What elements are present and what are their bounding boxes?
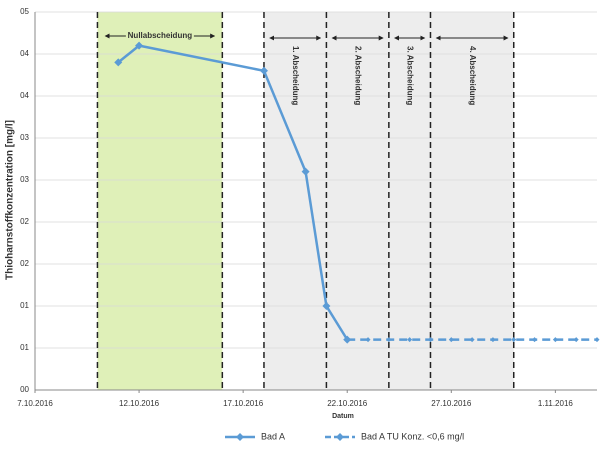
legend-marker bbox=[236, 433, 244, 441]
series-line bbox=[117, 44, 349, 341]
y-tick-label: 01 bbox=[20, 343, 29, 352]
y-tick-label: 01 bbox=[20, 301, 29, 310]
phase-label: Nullabscheidung bbox=[128, 31, 193, 40]
y-tick-label: 02 bbox=[20, 259, 29, 268]
data-point bbox=[365, 337, 371, 343]
x-tick-label: 7.10.2016 bbox=[17, 399, 53, 408]
phase-region bbox=[388, 12, 431, 390]
legend-label: Bad A bbox=[261, 431, 285, 441]
data-point bbox=[573, 337, 579, 343]
y-tick-label: 02 bbox=[20, 217, 29, 226]
data-point bbox=[135, 41, 144, 50]
phase-region bbox=[263, 12, 327, 390]
phase-region bbox=[97, 12, 223, 390]
data-point bbox=[490, 337, 496, 343]
data-point bbox=[344, 337, 350, 343]
data-point bbox=[427, 337, 433, 343]
data-point bbox=[386, 337, 392, 343]
data-point bbox=[259, 66, 268, 75]
data-point bbox=[532, 337, 538, 343]
x-tick-label: 22.10.2016 bbox=[327, 399, 368, 408]
y-tick-label: 04 bbox=[20, 91, 29, 100]
y-tick-label: 05 bbox=[20, 7, 29, 16]
y-tick-label: 00 bbox=[20, 385, 29, 394]
data-point bbox=[594, 337, 600, 343]
x-tick-label: 12.10.2016 bbox=[119, 399, 160, 408]
data-point bbox=[407, 337, 413, 343]
legend-label: Bad A TU Konz. <0,6 mg/l bbox=[361, 431, 464, 441]
phase-region bbox=[326, 12, 389, 390]
x-axis-label: Datum bbox=[332, 413, 354, 420]
y-tick-label: 03 bbox=[20, 175, 29, 184]
phase-region bbox=[430, 12, 514, 390]
data-point bbox=[448, 337, 454, 343]
phase-label: 4. Abscheidung bbox=[468, 46, 477, 105]
legend-marker bbox=[336, 433, 344, 441]
data-point bbox=[511, 337, 517, 343]
data-point bbox=[301, 167, 310, 176]
data-point bbox=[114, 58, 123, 67]
phase-label: 2. Abscheidung bbox=[354, 46, 363, 105]
y-tick-label: 04 bbox=[20, 49, 29, 58]
x-tick-label: 27.10.2016 bbox=[431, 399, 472, 408]
data-point bbox=[552, 337, 558, 343]
y-axis-label: Thioharnstoffkonzentration [mg/l] bbox=[5, 120, 16, 280]
phase-label: 3. Abscheidung bbox=[406, 46, 415, 105]
x-tick-label: 17.10.2016 bbox=[223, 399, 264, 408]
phase-label: 1. Abscheidung bbox=[291, 46, 300, 105]
y-tick-label: 03 bbox=[20, 133, 29, 142]
data-point bbox=[469, 337, 475, 343]
label-bg bbox=[125, 31, 194, 41]
data-point bbox=[322, 302, 331, 310]
x-tick-label: 1.11.2016 bbox=[538, 399, 574, 408]
